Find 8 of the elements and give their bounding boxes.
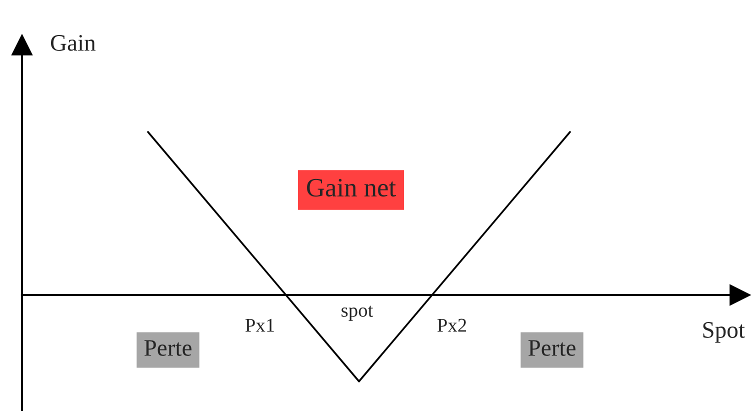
y-axis-title: Gain	[50, 35, 96, 51]
annotation: Perte	[528, 340, 576, 356]
annotation: spot	[342, 306, 374, 321]
annotation: Px2	[437, 318, 466, 332]
annotation: Gain net	[307, 178, 396, 197]
x-axis-title: Spot	[703, 322, 745, 343]
annotation: Px1	[245, 318, 274, 332]
annotation: Perte	[144, 340, 192, 356]
